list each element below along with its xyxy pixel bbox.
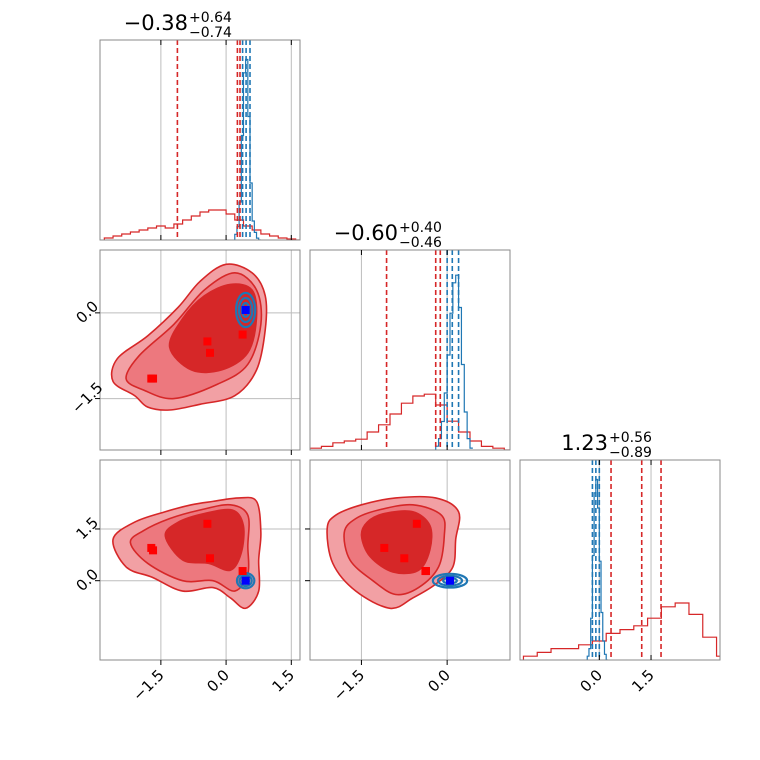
- red-contour-inner: [164, 508, 245, 572]
- panel-title-plus: +0.64: [189, 10, 232, 26]
- blue-histogram-1: [435, 274, 473, 450]
- x-tick-label: 0.0: [424, 666, 454, 696]
- panel-title-plus: +0.56: [609, 430, 652, 446]
- red-marker: [238, 330, 247, 339]
- blue-contour-level-1: [237, 296, 254, 324]
- blue-marker: [241, 576, 250, 585]
- x-tick-label: 1.5: [269, 666, 299, 696]
- red-marker: [203, 519, 212, 528]
- x-tick-label: 0.0: [577, 666, 607, 696]
- red-marker: [400, 554, 409, 563]
- red-marker: [203, 337, 212, 346]
- panel-title-plus: +0.40: [399, 220, 442, 236]
- red-marker: [412, 519, 421, 528]
- red-marker: [421, 567, 430, 576]
- red-marker: [206, 554, 214, 563]
- x-tick-label: 1.5: [628, 666, 658, 696]
- red-marker: [149, 374, 158, 383]
- red-histogram-0: [103, 209, 300, 240]
- red-histogram-1: [310, 393, 510, 450]
- blue-contour-level-0: [431, 572, 469, 589]
- y-tick-label: 0.0: [72, 565, 102, 595]
- panel-frame: [99, 249, 301, 451]
- blue-histogram-2: [586, 478, 608, 660]
- y-tick-label: 1.5: [72, 513, 102, 543]
- panel-title-minus: −0.46: [399, 235, 442, 251]
- panel-title-value: −0.60: [334, 221, 398, 245]
- red-marker: [149, 546, 158, 555]
- red-marker: [380, 543, 389, 552]
- blue-marker: [446, 576, 454, 585]
- red-contour-inner: [168, 283, 258, 374]
- x-tick-label: −1.5: [330, 666, 368, 704]
- panel-frame: [309, 249, 511, 451]
- y-tick-label: 0.0: [72, 297, 102, 327]
- red-histogram-2: [522, 602, 720, 660]
- panel-title-minus: −0.89: [609, 445, 652, 461]
- panel-frame: [99, 39, 301, 241]
- blue-contour-level-0: [234, 291, 257, 329]
- panel-title-value: 1.23: [561, 431, 608, 455]
- blue-marker: [241, 306, 250, 314]
- panel-frame: [309, 459, 511, 661]
- panel-frame: [519, 459, 721, 661]
- blue-contour-level-1: [238, 574, 253, 588]
- red-marker: [238, 567, 247, 576]
- blue-contour-level-1: [436, 574, 464, 587]
- panel-frame: [99, 459, 301, 661]
- blue-histogram-0: [234, 58, 261, 240]
- panel-title-minus: −0.74: [189, 25, 232, 41]
- x-tick-label: 0.0: [203, 666, 233, 696]
- y-tick-label: −1.5: [68, 379, 106, 417]
- panel-title-value: −0.38: [124, 11, 188, 35]
- red-marker: [206, 348, 214, 357]
- x-tick-label: −1.5: [129, 666, 167, 704]
